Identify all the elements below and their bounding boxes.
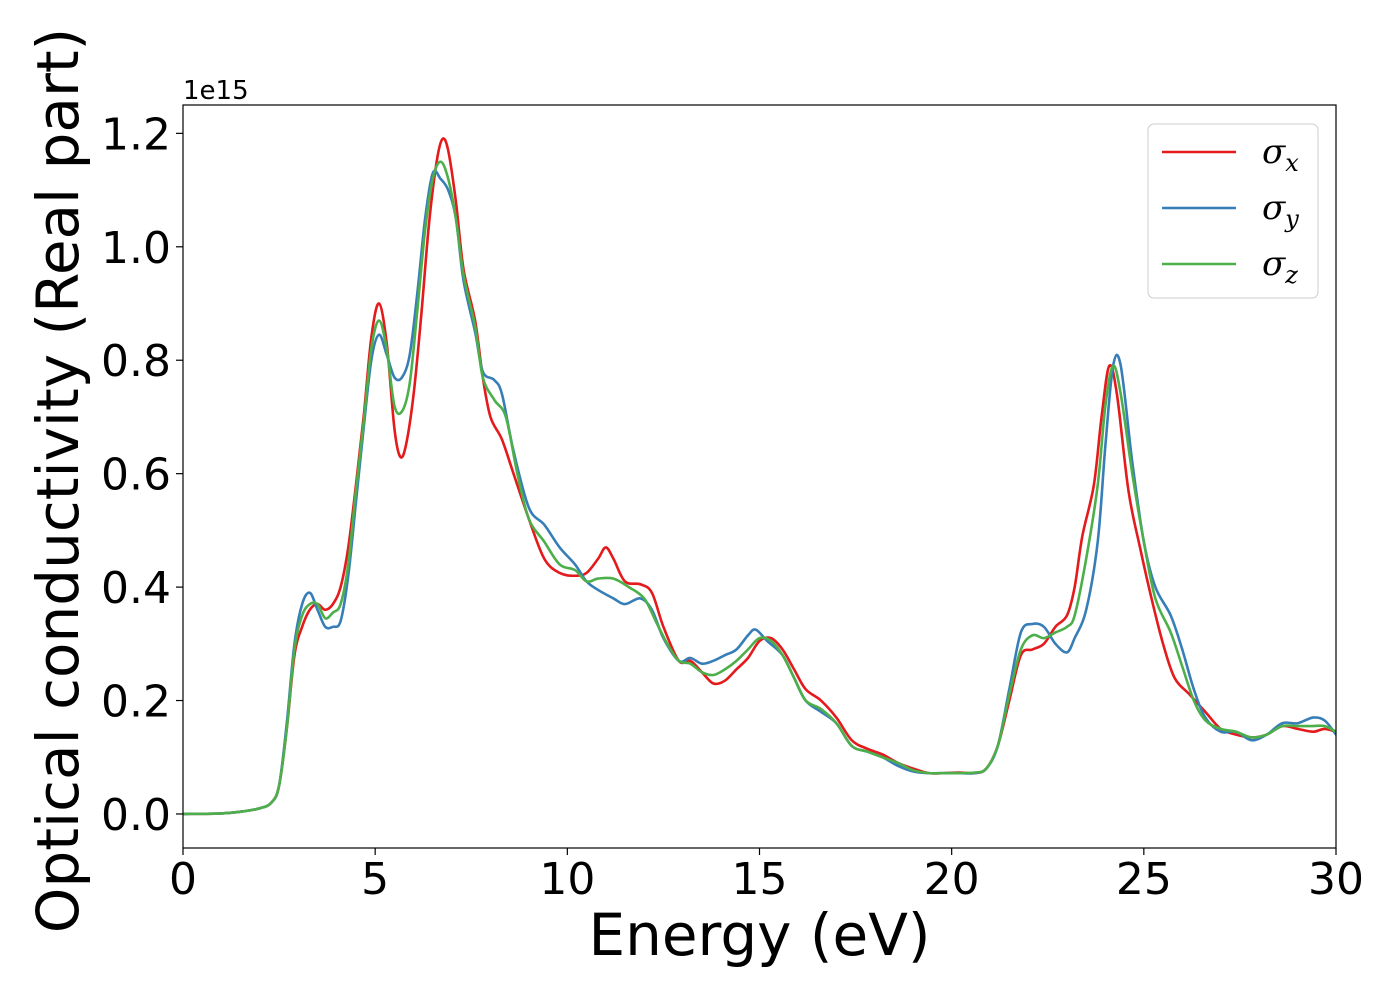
x-tick-label: 30 — [1308, 854, 1364, 905]
x-axis-ticks: 0 5 10 15 20 25 30 — [169, 848, 1364, 905]
legend-label: σx — [1262, 132, 1299, 177]
legend: σx σy σz — [1147, 123, 1319, 299]
legend-items: σx σy σz — [1162, 132, 1299, 289]
y-tick-label: 0.6 — [101, 450, 171, 501]
y-axis-offset-label: 1e15 — [183, 76, 249, 106]
x-tick-label: 5 — [361, 854, 389, 905]
legend-item-z: σz — [1162, 244, 1298, 289]
legend-label: σy — [1262, 188, 1299, 233]
y-tick-label: 1.2 — [101, 109, 171, 160]
x-tick-label: 15 — [732, 854, 788, 905]
y-axis-label: Optical conductivity (Real part) — [24, 28, 92, 933]
x-tick-label: 0 — [169, 854, 197, 905]
x-tick-label: 10 — [539, 854, 595, 905]
legend-item-x: σx — [1162, 132, 1299, 177]
legend-item-y: σy — [1162, 188, 1299, 233]
y-tick-label: 0.2 — [101, 677, 171, 728]
series-layer — [183, 137, 1336, 816]
y-axis-ticks: 0.0 0.2 0.4 0.6 0.8 1.0 1.2 — [101, 109, 183, 841]
x-tick-label: 20 — [924, 854, 980, 905]
legend-label: σz — [1262, 244, 1298, 289]
series-line-z — [183, 160, 1336, 816]
legend-box — [1147, 123, 1319, 299]
y-tick-label: 0.8 — [101, 336, 171, 387]
y-tick-label: 0.0 — [101, 790, 171, 841]
x-axis-label: Energy (eV) — [588, 901, 930, 969]
y-tick-label: 1.0 — [101, 223, 171, 274]
y-tick-label: 0.4 — [101, 563, 171, 614]
x-tick-label: 25 — [1116, 854, 1172, 905]
